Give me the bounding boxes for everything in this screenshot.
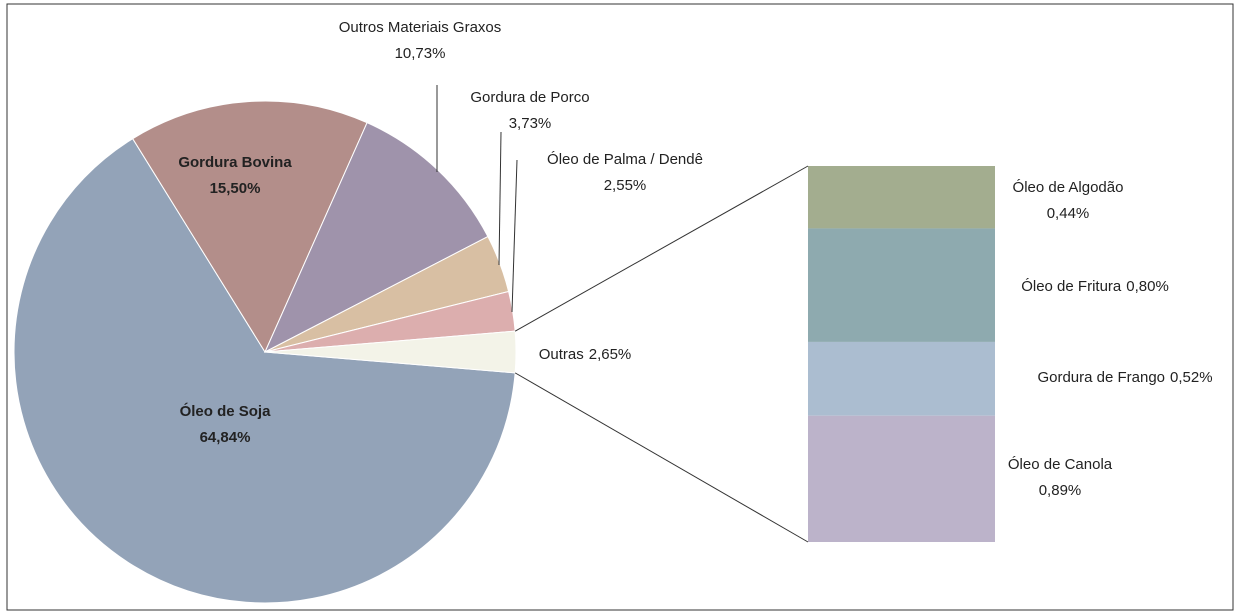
bar-label: Óleo de Algodão 0,44% (1013, 179, 1124, 222)
category-label: Óleo de Palma / Dendê (547, 151, 703, 168)
value-label: 0,52% (1170, 369, 1213, 386)
category-label: Gordura Bovina (178, 154, 292, 171)
slice-label: Gordura de Porco 3,73% (470, 89, 589, 132)
marks (13, 100, 995, 604)
leader-line (498, 131, 502, 266)
bar-segment (808, 415, 995, 542)
bar-segment (808, 228, 995, 342)
value-label: 0,44% (1047, 205, 1090, 222)
category-label: Gordura de Frango (1037, 369, 1165, 386)
pie-slice (264, 330, 517, 374)
connector-line (514, 165, 809, 332)
labels: Óleo de Soja 64,84% Gordura Bovina 15,50% Ou… (178, 19, 1212, 499)
value-label: 3,73% (509, 115, 552, 132)
value-label: 0,89% (1039, 482, 1082, 499)
value-label: 0,80% (1126, 278, 1169, 295)
leader-line (511, 159, 518, 313)
category-label: Óleo de Canola (1008, 456, 1113, 473)
value-label: 15,50% (210, 180, 261, 197)
bar-segment (808, 341, 995, 416)
pie-slice (132, 100, 368, 354)
category-label: Óleo de Fritura (1021, 278, 1122, 295)
slice-label: Óleo de Palma / Dendê 2,55% (547, 151, 703, 194)
slice-label: Outros Materiais Graxos 10,73% (339, 19, 502, 62)
category-label: Outras (539, 346, 584, 363)
bar-label: Óleo de Fritura 0,80% (1021, 278, 1169, 295)
pie-slice (13, 138, 516, 604)
bar-segment (808, 166, 995, 229)
bar-label: Gordura de Frango 0,52% (1037, 369, 1212, 386)
category-label: Gordura de Porco (470, 89, 589, 106)
connector-line (514, 372, 809, 543)
category-label: Outros Materiais Graxos (339, 19, 502, 36)
slice-label: Gordura Bovina 15,50% (178, 154, 292, 197)
value-label: 64,84% (200, 429, 251, 446)
value-label: 2,55% (604, 177, 647, 194)
category-label: Óleo de Soja (180, 402, 272, 420)
value-label: 2,65% (589, 346, 632, 363)
category-label: Óleo de Algodão (1013, 179, 1124, 196)
slice-label: Outras 2,65% (539, 346, 632, 363)
slice-label: Óleo de Soja 64,84% (180, 402, 272, 446)
value-label: 10,73% (395, 45, 446, 62)
bar-label: Óleo de Canola 0,89% (1008, 456, 1113, 499)
